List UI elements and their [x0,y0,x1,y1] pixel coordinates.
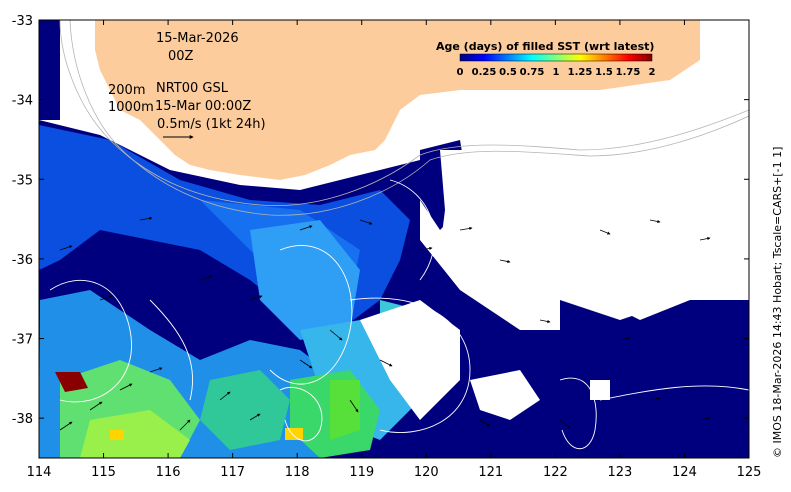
x-tick-label: 120 [414,465,439,480]
colorbar-tick-label: 1.5 [595,67,613,78]
y-tick-label: -37 [12,333,33,348]
colorbar-gradient [459,53,653,62]
y-tick-label: -33 [12,14,33,29]
x-tick-label: 116 [156,465,181,480]
product-time-label: 15-Mar 00:00Z [155,99,251,114]
x-axis: 114 115 116 117 118 119 120 121 122 123 124 125 [27,20,762,480]
x-tick-label: 118 [285,465,310,480]
colorbar-tick-label: 0.75 [520,67,545,78]
colorbar-tick-label: 0 [457,67,464,78]
time-label: 00Z [168,49,194,64]
annotations: 15-Mar-2026 00Z 200m NRT00 GSL 1000m 15-… [108,31,266,139]
y-tick-label: -38 [12,412,33,427]
y-axis: -33 -34 -35 -36 -37 -38 [12,14,749,427]
x-tick-label: 124 [672,465,697,480]
y-tick-label: -35 [12,173,33,188]
colorbar-ticks: 0 0.25 0.5 0.75 1 1.25 1.5 1.75 2 [457,67,656,78]
vector-scale-label: 0.5m/s (1kt 24h) [157,117,266,132]
colorbar-tick-label: 1.25 [568,67,593,78]
x-tick-label: 114 [27,465,52,480]
current-vectors [59,216,711,431]
y-tick-label: -36 [12,253,33,268]
x-tick-label: 125 [737,465,762,480]
sst-contours [49,179,749,449]
y-tick-label: -34 [12,94,33,109]
x-tick-label: 119 [349,465,374,480]
x-tick-label: 115 [91,465,116,480]
date-label: 15-Mar-2026 [156,31,239,46]
colorbar-tick-label: 1.75 [616,67,641,78]
credit-text: © IMOS 18-Mar-2026 14:43 Hobart; Tscale=… [771,147,784,458]
colorbar-tick-label: 1 [553,67,560,78]
x-tick-label: 117 [220,465,245,480]
x-tick-label: 121 [478,465,503,480]
sst-age-field [39,20,749,458]
colorbar-tick-label: 0.25 [472,67,497,78]
product-label: NRT00 GSL [156,81,229,96]
depth-1000-label: 1000m [108,100,154,115]
nodata-patches [360,150,749,420]
colorbar-tick-label: 2 [649,67,656,78]
depth-200-label: 200m [108,83,145,98]
x-tick-label: 122 [543,465,568,480]
plot-frame [38,19,750,459]
bathymetry-contours [59,20,749,216]
colorbar-title: Age (days) of filled SST (wrt latest) [436,40,654,53]
x-tick-label: 123 [607,465,632,480]
colorbar-tick-label: 0.5 [499,67,517,78]
